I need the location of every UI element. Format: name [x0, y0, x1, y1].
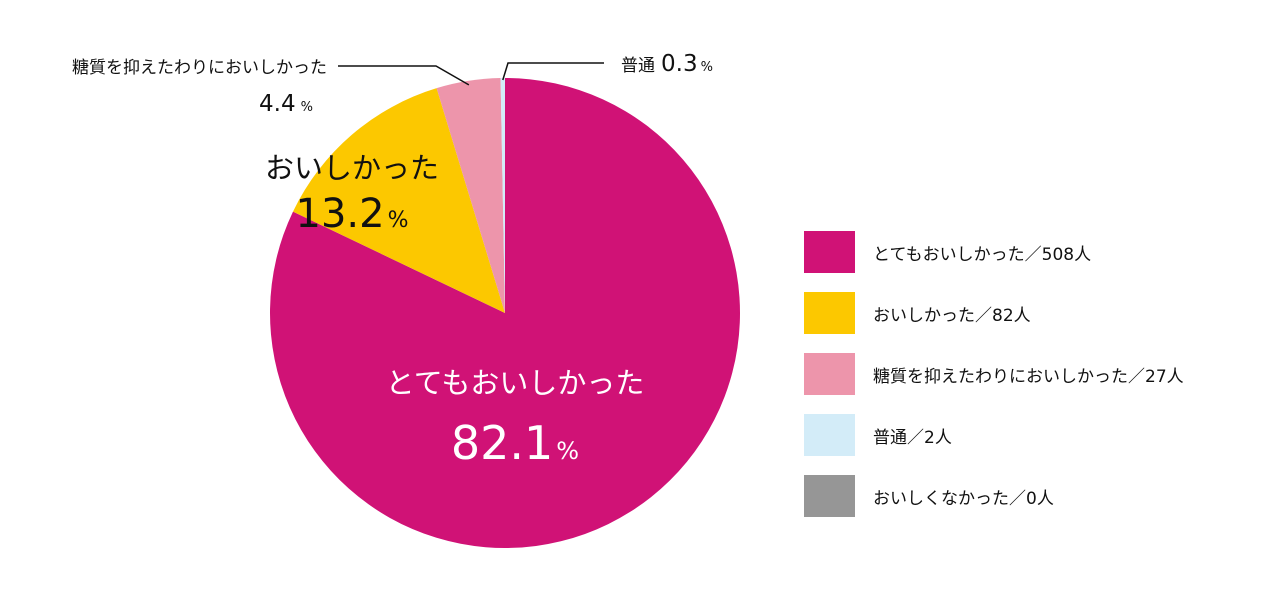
legend-item-toushitsu: 糖質を抑えたわりにおいしかった／27人 — [804, 353, 1184, 395]
slice-label-0: とてもおいしかった 82.1% — [386, 366, 645, 470]
legend-swatch — [804, 231, 855, 273]
slice-label-percent-0: 82.1% — [451, 416, 579, 470]
slice-label-name-1: おいしかった — [265, 151, 439, 185]
slice-label-percent-2: 4.4% — [259, 91, 313, 117]
legend-swatch — [804, 414, 855, 456]
legend-swatch — [804, 475, 855, 517]
pie-slice-2 — [436, 78, 505, 313]
slice-label-name-2: 糖質を抑えたわりにおいしかった — [72, 58, 327, 78]
legend-item-oishikatta: おいしかった／82人 — [804, 292, 1184, 334]
legend: とてもおいしかった／508人 おいしかった／82人 糖質を抑えたわりにおいしかっ… — [804, 231, 1184, 536]
pie-slice-1 — [292, 88, 505, 313]
legend-item-futsuu: 普通／2人 — [804, 414, 1184, 456]
legend-label: とてもおいしかった／508人 — [873, 244, 1092, 265]
legend-label: 普通／2人 — [873, 427, 952, 448]
leader-line-2 — [338, 65, 470, 86]
pie-slice-0 — [269, 78, 740, 549]
slice-label-3: 普通 0.3% — [621, 51, 713, 77]
slice-label-1: おいしかった 13.2% — [265, 151, 439, 237]
legend-item-oishikunakatta: おいしくなかった／0人 — [804, 475, 1184, 517]
slice-label-percent-1: 13.2% — [296, 191, 409, 237]
legend-label: おいしかった／82人 — [873, 305, 1031, 326]
legend-label: 糖質を抑えたわりにおいしかった／27人 — [873, 366, 1184, 387]
legend-label: おいしくなかった／0人 — [873, 488, 1054, 509]
legend-swatch — [804, 353, 855, 395]
slice-label-name-0: とてもおいしかった — [386, 366, 645, 400]
leader-line-3 — [502, 62, 604, 81]
pie-slice-3 — [500, 78, 505, 313]
legend-item-totemo: とてもおいしかった／508人 — [804, 231, 1184, 273]
legend-swatch — [804, 292, 855, 334]
